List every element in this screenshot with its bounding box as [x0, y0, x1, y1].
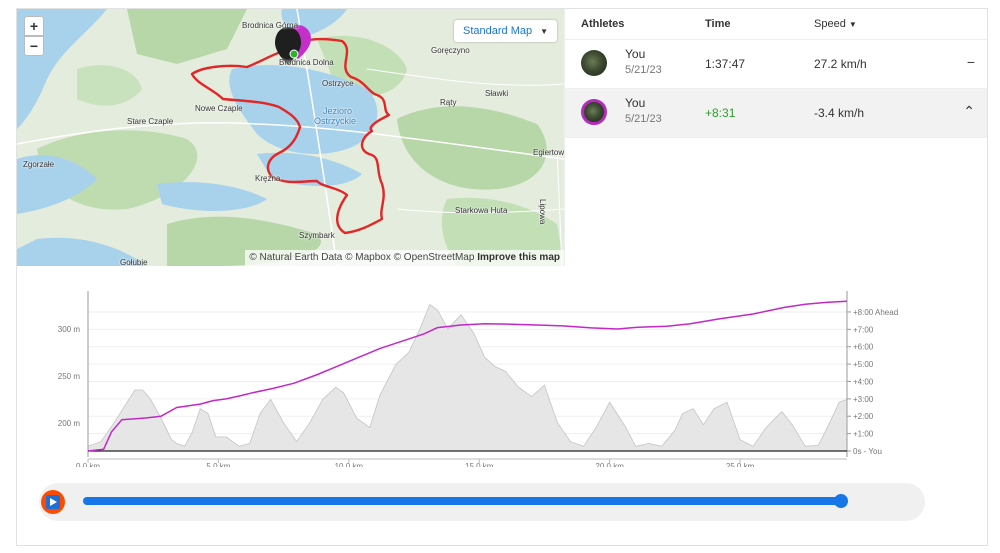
place-label: Sławki — [485, 89, 509, 98]
time-gap-tick-label: +4:00 — [853, 377, 874, 386]
activity-date: 5/21/23 — [625, 64, 662, 76]
elevation-tick-label: 200 m — [58, 419, 81, 428]
time-gap-tick-label: +7:00 — [853, 325, 874, 334]
athlete-row[interactable]: You 5/21/23 +8:31 -3.4 km/h ⌃ — [565, 89, 987, 138]
distance-tick-label: 15.0 km — [465, 462, 494, 467]
map-style-dropdown[interactable]: Standard Map ▼ — [454, 20, 558, 42]
progress-fill — [83, 497, 842, 505]
place-label: Szymbark — [299, 231, 335, 240]
place-label: Brodnica Dolna — [279, 58, 334, 67]
time-gap-tick-label: +8:00 Ahead — [853, 308, 898, 317]
zoom-out-button[interactable]: − — [24, 36, 44, 56]
elapsed-time: 1:37:47 — [705, 57, 746, 71]
athlete-name: You — [625, 96, 646, 110]
speed-column-label: Speed — [814, 18, 846, 30]
speed-difference: -3.4 km/h — [814, 106, 865, 120]
place-label: Kręzna — [255, 174, 281, 183]
athlete-row[interactable]: You 5/21/23 1:37:47 27.2 km/h − — [565, 40, 987, 89]
place-label: Goręczyno — [431, 46, 470, 55]
speed-sort-header[interactable]: Speed ▼ — [814, 18, 857, 30]
lake-label: Jezioro — [323, 106, 353, 116]
distance-tick-label: 20.0 km — [595, 462, 624, 467]
place-label: Gołubie — [120, 258, 148, 266]
flyby-player — [39, 483, 925, 521]
caret-down-icon: ▼ — [848, 20, 857, 29]
avatar — [581, 99, 607, 125]
lake-label: Ostrzyckie — [314, 116, 357, 126]
activity-flyby-panel: Brodnica Górna Goręczyno Brodnica Dolna … — [16, 8, 988, 546]
athletes-panel: Athletes Time Speed ▼ You 5/21/23 1:37:4… — [564, 9, 987, 266]
activity-date: 5/21/23 — [625, 113, 662, 125]
avatar — [581, 50, 607, 76]
average-speed: 27.2 km/h — [814, 57, 867, 71]
improve-map-link[interactable]: Improve this map — [477, 252, 560, 263]
chevron-down-icon: ▼ — [540, 27, 549, 36]
time-gap-tick-label: +6:00 — [853, 343, 874, 352]
distance-tick-label: 0.0 km — [76, 462, 100, 467]
athletes-column-header: Athletes — [581, 18, 625, 30]
map-canvas — [17, 9, 564, 266]
time-gap-tick-label: 0s - You — [853, 447, 882, 456]
map-style-label: Standard Map — [463, 25, 533, 37]
play-icon — [46, 495, 60, 509]
place-label: Zgorzałe — [23, 160, 55, 169]
place-label: Nowe Czaple — [195, 104, 243, 113]
time-gap-tick-label: +1:00 — [853, 430, 874, 439]
time-gap-tick-label: +5:00 — [853, 360, 874, 369]
attribution-text: © Natural Earth Data © Mapbox © OpenStre… — [249, 252, 475, 263]
distance-tick-label: 5.0 km — [206, 462, 230, 467]
elevation-gap-chart[interactable]: 200 m 250 m 300 m 0s - You +1:00 +2:00 +3:00 +4… — [17, 267, 987, 467]
place-label: Egiertowo — [533, 148, 564, 157]
place-label: Ostrzyce — [322, 79, 354, 88]
place-label: Starkowa Huta — [455, 206, 508, 215]
slider-handle[interactable] — [834, 494, 849, 508]
map-attribution: © Natural Earth Data © Mapbox © OpenStre… — [245, 250, 564, 266]
zoom-in-button[interactable]: + — [24, 16, 44, 36]
distance-tick-label: 25.0 km — [726, 462, 755, 467]
place-label: Lipowa — [538, 199, 547, 225]
athletes-header: Athletes Time Speed ▼ — [565, 9, 987, 40]
time-column-header: Time — [705, 18, 731, 30]
progress-slider[interactable] — [83, 494, 849, 508]
time-gap-tick-label: +3:00 — [853, 395, 874, 404]
route-map[interactable]: Brodnica Górna Goręczyno Brodnica Dolna … — [17, 9, 564, 266]
play-button[interactable] — [41, 490, 65, 514]
place-label: Rąty — [440, 98, 457, 107]
time-gap-line — [87, 300, 848, 452]
chevron-up-icon[interactable]: ⌃ — [963, 103, 975, 119]
elevation-tick-label: 300 m — [58, 325, 81, 334]
distance-tick-label: 10.0 km — [335, 462, 364, 467]
time-gap-tick-label: +2:00 — [853, 412, 874, 421]
time-gap: +8:31 — [705, 106, 736, 120]
athlete-name: You — [625, 47, 646, 61]
collapse-icon[interactable]: − — [966, 54, 975, 70]
place-label: Brodnica Górna — [242, 21, 299, 30]
elevation-tick-label: 250 m — [58, 372, 81, 381]
elevation-area — [87, 303, 848, 452]
place-label: Stare Czaple — [127, 117, 174, 126]
